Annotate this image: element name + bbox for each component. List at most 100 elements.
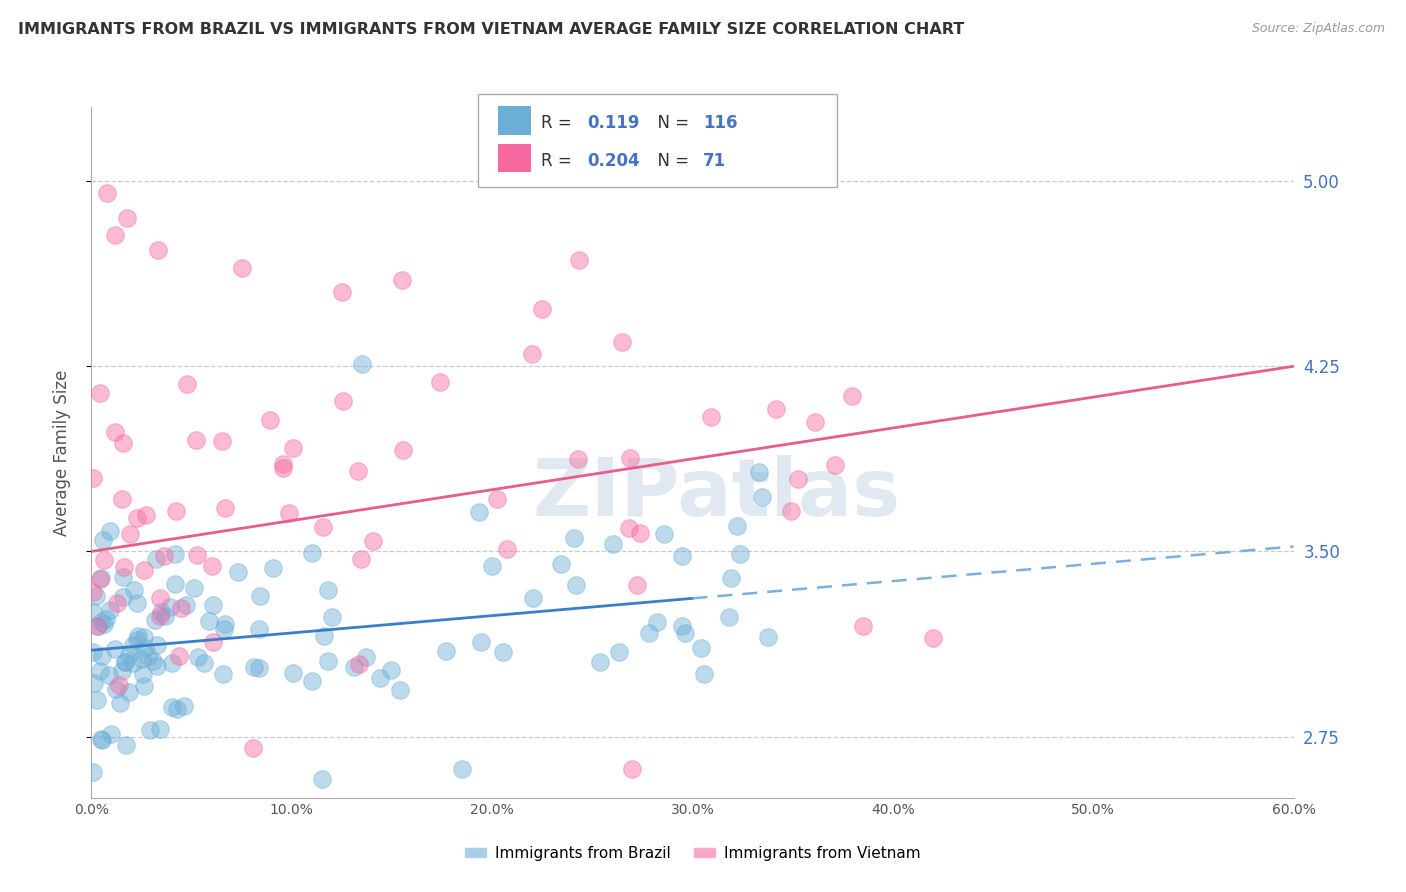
Point <box>105 596 128 610</box>
Point <box>301 546 323 560</box>
Point <box>612 334 634 349</box>
Text: N =: N = <box>647 114 695 132</box>
Point <box>756 630 779 644</box>
Point <box>104 425 127 439</box>
Point <box>312 629 335 643</box>
Point <box>725 518 748 533</box>
Point <box>86 589 108 603</box>
Point <box>153 609 176 624</box>
Point <box>301 674 323 689</box>
Point <box>429 375 451 389</box>
Point <box>718 609 741 624</box>
Point <box>136 648 159 663</box>
Point <box>347 657 370 671</box>
Point <box>166 702 188 716</box>
Point <box>602 537 624 551</box>
Point <box>96 612 118 626</box>
Point <box>90 648 112 663</box>
Point <box>368 671 391 685</box>
Point <box>125 633 148 648</box>
Point <box>90 733 112 747</box>
Point <box>159 600 181 615</box>
Point <box>434 644 457 658</box>
Point <box>567 452 589 467</box>
Point <box>174 598 197 612</box>
Point <box>243 659 266 673</box>
Point <box>146 659 169 673</box>
Point <box>841 389 863 403</box>
Point <box>118 684 141 698</box>
Point <box>451 762 474 776</box>
Point <box>153 549 176 563</box>
Point <box>231 260 253 275</box>
Point <box>114 655 136 669</box>
Point <box>311 772 333 786</box>
Point <box>259 413 281 427</box>
Point <box>112 559 135 574</box>
Point <box>111 665 134 679</box>
Point <box>690 640 713 655</box>
Point <box>470 635 492 649</box>
Point <box>262 561 284 575</box>
Point <box>149 591 172 605</box>
Point <box>167 649 190 664</box>
Point <box>728 547 751 561</box>
Point <box>531 302 554 317</box>
Point <box>645 615 668 629</box>
Point <box>90 731 112 746</box>
Point <box>82 585 104 599</box>
Point <box>187 649 209 664</box>
Point <box>122 656 145 670</box>
Point <box>720 571 742 585</box>
Point <box>111 569 134 583</box>
Point <box>281 665 304 680</box>
Point <box>127 629 149 643</box>
Point <box>481 559 503 574</box>
Point <box>214 617 236 632</box>
Point <box>589 655 612 669</box>
Point <box>332 393 354 408</box>
Point <box>780 503 803 517</box>
Point <box>550 557 572 571</box>
Text: 71: 71 <box>703 152 725 169</box>
Point <box>115 738 138 752</box>
Point <box>110 696 132 710</box>
Point <box>160 657 183 671</box>
Point <box>86 619 108 633</box>
Point <box>607 645 630 659</box>
Point <box>522 347 544 361</box>
Point <box>361 534 384 549</box>
Point <box>343 660 366 674</box>
Legend: Immigrants from Brazil, Immigrants from Vietnam: Immigrants from Brazil, Immigrants from … <box>458 839 927 867</box>
Point <box>96 186 118 201</box>
Point <box>751 490 773 504</box>
Point <box>496 541 519 556</box>
Text: ZIPatlas: ZIPatlas <box>533 455 901 533</box>
Point <box>143 613 166 627</box>
Point <box>673 626 696 640</box>
Point <box>163 547 186 561</box>
Point <box>132 563 155 577</box>
Point <box>201 635 224 649</box>
Point <box>638 626 661 640</box>
Point <box>318 654 340 668</box>
Point <box>492 645 515 659</box>
Point <box>201 559 224 574</box>
Point <box>163 576 186 591</box>
Point <box>114 655 136 669</box>
Point <box>176 376 198 391</box>
Point <box>138 723 160 738</box>
Point <box>692 667 714 681</box>
Point <box>391 273 413 287</box>
Point <box>117 211 139 226</box>
Point <box>347 464 370 478</box>
Point <box>134 679 156 693</box>
Point <box>786 472 808 486</box>
Point <box>111 492 134 507</box>
Point <box>135 508 157 522</box>
Point <box>354 649 377 664</box>
Point <box>98 668 121 682</box>
Point <box>486 492 509 507</box>
Point <box>89 572 111 586</box>
Point <box>100 602 122 616</box>
